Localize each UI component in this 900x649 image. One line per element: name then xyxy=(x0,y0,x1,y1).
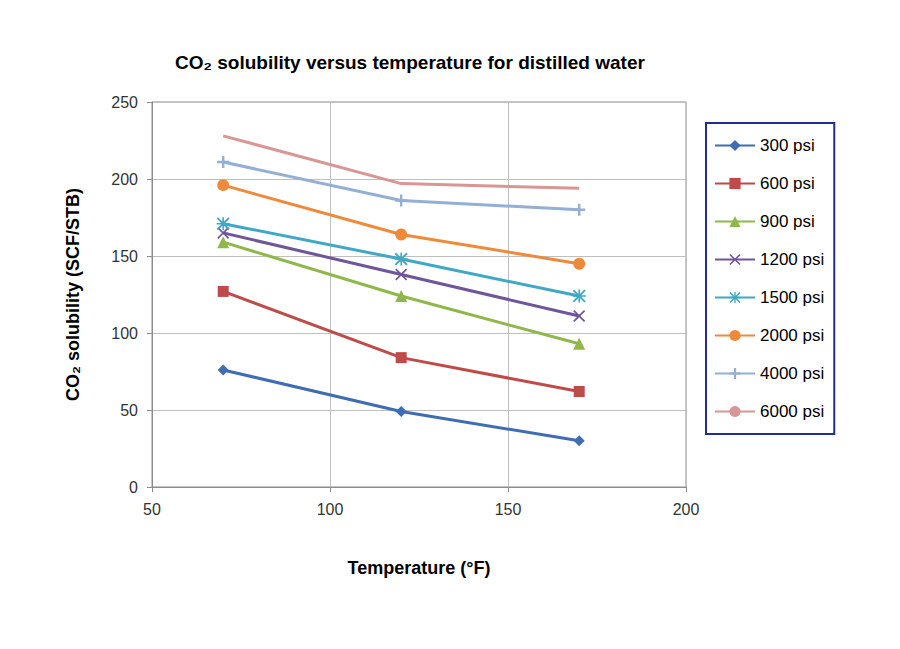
svg-text:100: 100 xyxy=(317,501,344,518)
svg-text:50: 50 xyxy=(143,501,161,518)
svg-text:1200 psi: 1200 psi xyxy=(760,250,824,269)
svg-text:50: 50 xyxy=(120,402,138,419)
svg-text:100: 100 xyxy=(111,325,138,342)
svg-text:900 psi: 900 psi xyxy=(760,212,815,231)
svg-text:200: 200 xyxy=(111,171,138,188)
svg-text:6000 psi: 6000 psi xyxy=(760,402,824,421)
svg-text:600 psi: 600 psi xyxy=(760,174,815,193)
svg-text:200: 200 xyxy=(673,501,700,518)
svg-text:4000 psi: 4000 psi xyxy=(760,364,824,383)
svg-text:250: 250 xyxy=(111,94,138,111)
svg-text:300 psi: 300 psi xyxy=(760,136,815,155)
svg-text:0: 0 xyxy=(129,479,138,496)
svg-text:CO₂ solubility (SCF/STB): CO₂ solubility (SCF/STB) xyxy=(63,188,83,401)
svg-text:2000 psi: 2000 psi xyxy=(760,326,824,345)
svg-text:150: 150 xyxy=(111,248,138,265)
svg-text:150: 150 xyxy=(495,501,522,518)
svg-text:CO₂ solubility versus temperat: CO₂ solubility versus temperature for di… xyxy=(175,52,645,73)
svg-text:Temperature (°F): Temperature (°F) xyxy=(348,558,491,578)
svg-text:1500 psi: 1500 psi xyxy=(760,288,824,307)
